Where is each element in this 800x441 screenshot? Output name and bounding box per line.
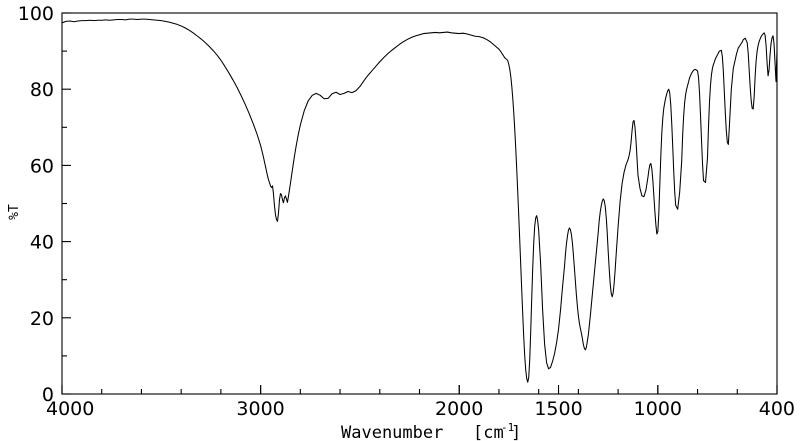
x-tick-label: 1500 bbox=[534, 398, 582, 420]
y-axis-title-text: %T bbox=[7, 204, 22, 220]
x-tick-label: 4000 bbox=[46, 398, 94, 420]
y-tick-label: 60 bbox=[30, 155, 54, 177]
y-tick-label: 0 bbox=[42, 384, 54, 406]
y-axis-tick-labels: 0 20 40 60 80 100 bbox=[18, 3, 54, 406]
x-axis-ticks bbox=[61, 385, 778, 394]
spectrum-trace-group bbox=[61, 18, 778, 383]
y-axis-title: %T bbox=[7, 204, 22, 220]
x-axis-unit-base: [cm bbox=[473, 423, 504, 441]
x-tick-label: 2000 bbox=[435, 398, 483, 420]
x-tick-label: 3000 bbox=[236, 398, 284, 420]
y-tick-label: 40 bbox=[30, 232, 54, 254]
x-axis-unit-superscript: -1 bbox=[501, 421, 514, 434]
x-axis-title: Wavenumber [cm -1 ] bbox=[341, 421, 521, 441]
y-tick-label: 20 bbox=[30, 308, 54, 330]
x-axis-title-text: Wavenumber bbox=[341, 423, 443, 441]
transmittance-trace bbox=[61, 18, 778, 383]
x-tick-label: 1000 bbox=[634, 398, 682, 420]
x-axis-unit-close-bracket: ] bbox=[511, 423, 521, 441]
plot-border bbox=[61, 12, 778, 395]
plot-frame bbox=[61, 12, 778, 395]
y-axis-ticks bbox=[62, 12, 71, 395]
x-axis-tick-labels: 4000 3000 2000 1500 1000 400 bbox=[46, 398, 795, 420]
y-tick-label: 100 bbox=[18, 3, 54, 25]
y-tick-label: 80 bbox=[30, 79, 54, 101]
x-tick-label: 400 bbox=[759, 398, 795, 420]
